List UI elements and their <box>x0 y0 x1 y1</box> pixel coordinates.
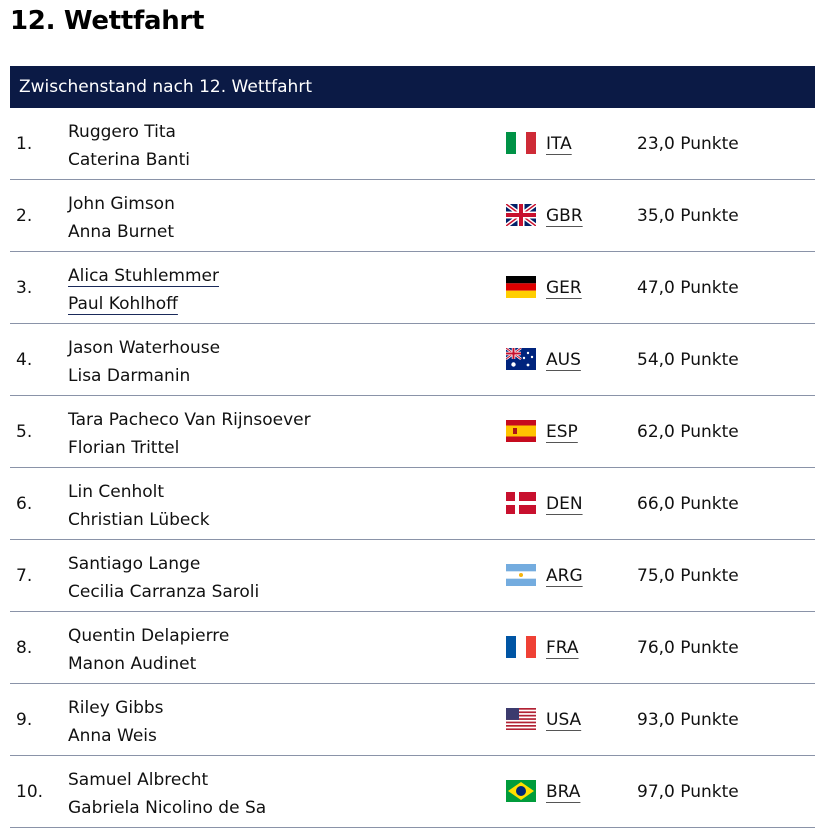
germany-flag-icon <box>506 276 536 298</box>
crew-names: Quentin Delapierre Manon Audinet <box>68 622 229 678</box>
italy-flag-icon <box>506 132 536 154</box>
rank: 1. <box>16 134 33 154</box>
points: 47,0 Punkte <box>637 278 739 298</box>
table-row: 10. Samuel Albrecht Gabriela Nicolino de… <box>10 756 815 828</box>
crew-names: Riley Gibbs Anna Weis <box>68 694 164 750</box>
points: 76,0 Punkte <box>637 638 739 658</box>
country-code[interactable]: ESP <box>546 422 578 442</box>
australia-flag-icon <box>506 348 536 370</box>
country-code[interactable]: DEN <box>546 494 583 514</box>
crew-name-1: Quentin Delapierre <box>68 626 230 646</box>
country-code[interactable]: FRA <box>546 638 579 658</box>
points: 97,0 Punkte <box>637 782 739 802</box>
argentina-flag-icon <box>506 564 536 586</box>
crew-names: Lin Cenholt Christian Lübeck <box>68 478 210 534</box>
rank: 2. <box>16 206 33 226</box>
points: 93,0 Punkte <box>637 710 739 730</box>
points: 23,0 Punkte <box>637 134 739 154</box>
crew-names: Tara Pacheco Van Rijnsoever Florian Trit… <box>68 406 311 462</box>
rank: 3. <box>16 278 33 298</box>
crew-name-1: Riley Gibbs <box>68 698 164 718</box>
table-row: 1. Ruggero Tita Caterina Banti ITA 23,0 … <box>10 108 815 180</box>
crew-name-1: Lin Cenholt <box>68 482 165 502</box>
crew-name-1: Tara Pacheco Van Rijnsoever <box>68 410 311 430</box>
rank: 7. <box>16 566 33 586</box>
uk-flag-icon <box>506 204 536 226</box>
table-row: 7. Santiago Lange Cecilia Carranza Sarol… <box>10 540 815 612</box>
crew-name-2: Manon Audinet <box>68 654 197 674</box>
country-code[interactable]: BRA <box>546 782 581 802</box>
table-row: 3. Alica Stuhlemmer Paul Kohlhoff GER 47… <box>10 252 815 324</box>
crew-names[interactable]: Alica Stuhlemmer Paul Kohlhoff <box>68 262 219 318</box>
crew-name-2: Lisa Darmanin <box>68 366 191 386</box>
country-code[interactable]: AUS <box>546 350 581 370</box>
points: 75,0 Punkte <box>637 566 739 586</box>
crew-name-2: Anna Weis <box>68 726 157 746</box>
crew-name-2: Florian Trittel <box>68 438 180 458</box>
crew-name-2: Anna Burnet <box>68 222 175 242</box>
crew-name-1: Santiago Lange <box>68 554 201 574</box>
table-row: 6. Lin Cenholt Christian Lübeck DEN 66,0… <box>10 468 815 540</box>
crew-names: Ruggero Tita Caterina Banti <box>68 118 190 174</box>
page-title: 12. Wettfahrt <box>10 6 205 36</box>
table-row: 5. Tara Pacheco Van Rijnsoever Florian T… <box>10 396 815 468</box>
crew-name-2: Caterina Banti <box>68 150 190 170</box>
rank: 9. <box>16 710 33 730</box>
country-code[interactable]: USA <box>546 710 582 730</box>
denmark-flag-icon <box>506 492 536 514</box>
country-code[interactable]: ITA <box>546 134 572 154</box>
table-row: 9. Riley Gibbs Anna Weis USA 93,0 Punkte <box>10 684 815 756</box>
france-flag-icon <box>506 636 536 658</box>
crew-names: Samuel Albrecht Gabriela Nicolino de Sa <box>68 766 266 822</box>
country-code[interactable]: ARG <box>546 566 583 586</box>
points: 62,0 Punkte <box>637 422 739 442</box>
crew-name-1: Jason Waterhouse <box>68 338 221 358</box>
table-row: 2. John Gimson Anna Burnet GBR 35,0 Punk… <box>10 180 815 252</box>
table-header: Zwischenstand nach 12. Wettfahrt <box>10 66 815 108</box>
table-row: 4. Jason Waterhouse Lisa Darmanin AUS 54… <box>10 324 815 396</box>
crew-name-2-link[interactable]: Paul Kohlhoff <box>68 294 178 314</box>
rank: 5. <box>16 422 33 442</box>
crew-names: John Gimson Anna Burnet <box>68 190 175 246</box>
usa-flag-icon <box>506 708 536 730</box>
crew-name-1: John Gimson <box>68 194 175 214</box>
rank: 6. <box>16 494 33 514</box>
crew-names: Jason Waterhouse Lisa Darmanin <box>68 334 220 390</box>
rank: 8. <box>16 638 33 658</box>
crew-name-1: Ruggero Tita <box>68 122 176 142</box>
spain-flag-icon <box>506 420 536 442</box>
country-code[interactable]: GER <box>546 278 582 298</box>
crew-name-2: Cecilia Carranza Saroli <box>68 582 260 602</box>
points: 35,0 Punkte <box>637 206 739 226</box>
rank: 10. <box>16 782 44 802</box>
crew-name-2: Gabriela Nicolino de Sa <box>68 798 267 818</box>
rank: 4. <box>16 350 33 370</box>
country-code[interactable]: GBR <box>546 206 583 226</box>
table-row: 8. Quentin Delapierre Manon Audinet FRA … <box>10 612 815 684</box>
crew-name-2: Christian Lübeck <box>68 510 210 530</box>
standings-table: 1. Ruggero Tita Caterina Banti ITA 23,0 … <box>10 108 815 828</box>
points: 66,0 Punkte <box>637 494 739 514</box>
points: 54,0 Punkte <box>637 350 739 370</box>
crew-name-1-link[interactable]: Alica Stuhlemmer <box>68 266 219 286</box>
crew-names: Santiago Lange Cecilia Carranza Saroli <box>68 550 259 606</box>
brazil-flag-icon <box>506 780 536 802</box>
crew-name-1: Samuel Albrecht <box>68 770 209 790</box>
